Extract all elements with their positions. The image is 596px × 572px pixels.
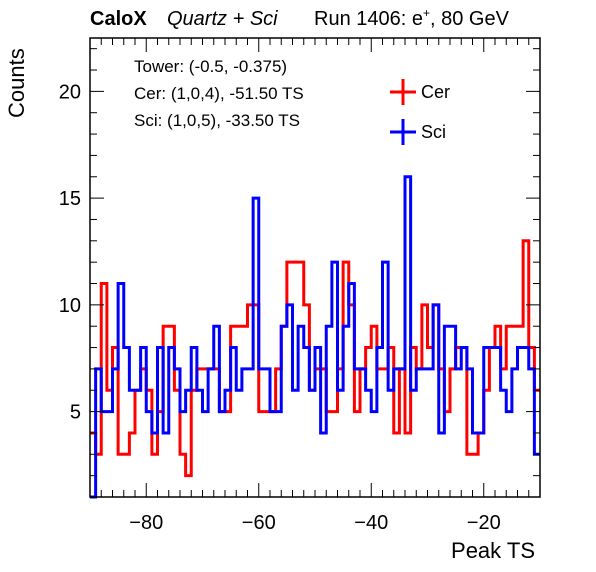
bin-cer (309, 390, 315, 497)
bin-cer (219, 412, 225, 497)
bin-cer (405, 433, 411, 497)
bin-sci (203, 412, 209, 497)
bin-sci (371, 412, 377, 497)
header-config: Quartz + Sci (167, 8, 278, 30)
bin-sci (270, 412, 276, 497)
x-tick-label: −20 (467, 512, 501, 534)
bin-sci (236, 390, 242, 497)
header-run: Run 1406: e+, 80 GeV (314, 6, 510, 30)
bin-cer (264, 412, 270, 497)
bin-sci (248, 369, 254, 497)
bin-cer (270, 412, 276, 497)
series-sci (90, 175, 540, 499)
bin-sci (276, 412, 282, 497)
bin-cer (225, 412, 231, 497)
y-tick-label: 15 (59, 188, 81, 210)
x-tick-label: −80 (129, 512, 163, 534)
bin-cer (152, 454, 158, 497)
bin-sci (163, 433, 169, 497)
bin-sci (321, 433, 327, 497)
x-axis-title: Peak TS (451, 538, 535, 563)
x-tick-label: −60 (242, 512, 276, 534)
legend: Cer Sci (390, 79, 450, 145)
bin-sci (293, 390, 299, 497)
bin-sci (309, 390, 315, 497)
legend-sci-label: Sci (421, 122, 446, 142)
y-tick-label: 5 (70, 402, 81, 424)
bin-cer (124, 454, 130, 497)
bin-sci (506, 412, 512, 497)
header-run-sup: + (423, 6, 430, 20)
bin-cer (242, 326, 248, 497)
legend-entry-cer: Cer (390, 79, 450, 105)
bin-cer (332, 412, 338, 497)
bin-sci (428, 369, 434, 497)
bin-sci (107, 412, 113, 497)
y-axis-title: Counts (4, 48, 29, 118)
bin-sci (422, 369, 428, 497)
bin-cer (118, 454, 124, 497)
legend-cer-label: Cer (421, 82, 450, 102)
bin-cer (186, 476, 192, 497)
bin-sci (456, 369, 462, 497)
x-tick-label: −40 (354, 512, 388, 534)
bin-cer (394, 433, 400, 497)
bin-sci (439, 433, 445, 497)
header-brand: CaloX (90, 8, 147, 30)
series-line-sci (90, 175, 540, 499)
info-sci: Sci: (1,0,5), -33.50 TS (134, 111, 300, 130)
bin-cer (259, 412, 265, 497)
bin-cer (467, 454, 473, 497)
info-cer: Cer: (1,0,4), -51.50 TS (134, 84, 304, 103)
legend-entry-sci: Sci (390, 119, 446, 145)
y-tick-label: 20 (59, 81, 81, 103)
y-tick-label: 10 (59, 295, 81, 317)
bin-cer (354, 412, 360, 497)
info-tower: Tower: (-0.5, -0.375) (134, 57, 287, 76)
bin-sci (219, 412, 225, 497)
bin-cer (473, 454, 479, 497)
